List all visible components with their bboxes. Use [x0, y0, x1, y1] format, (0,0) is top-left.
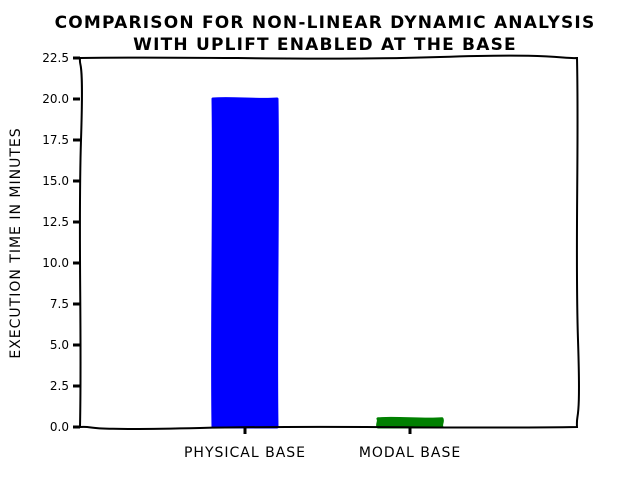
y-tick-label: 17.5 — [42, 133, 69, 147]
y-tick-label: 12.5 — [42, 215, 69, 229]
y-tick-label: 22.5 — [42, 51, 69, 65]
x-tick-label: PHYSICAL BASE — [184, 445, 306, 461]
y-tick-label: 5.0 — [50, 338, 69, 352]
x-axis-ticks: PHYSICAL BASE MODAL BASE — [184, 427, 461, 461]
y-tick-label: 2.5 — [50, 379, 69, 393]
plot-frame — [78, 54, 580, 430]
chart-title-line-1: COMPARISON FOR NON-LINEAR DYNAMIC ANALYS… — [55, 13, 596, 33]
chart-title-line-2: WITH UPLIFT ENABLED AT THE BASE — [133, 35, 517, 55]
bar-physical-base — [211, 97, 279, 429]
y-axis-label: EXECUTION TIME IN MINUTES — [8, 127, 24, 358]
y-tick-label: 7.5 — [50, 297, 69, 311]
y-axis-ticks: 0.0 2.5 5.0 7.5 10.0 12.5 15.0 17.5 20.0 22.5 — [42, 51, 80, 434]
y-tick-label: 20.0 — [42, 92, 69, 106]
chart-title: COMPARISON FOR NON-LINEAR DYNAMIC ANALYS… — [55, 13, 596, 55]
bar-modal-base — [376, 416, 444, 429]
bars-group — [211, 97, 444, 429]
y-tick-label: 15.0 — [42, 174, 69, 188]
y-tick-label: 10.0 — [42, 256, 69, 270]
x-tick-label: MODAL BASE — [359, 445, 461, 461]
y-tick-label: 0.0 — [50, 420, 69, 434]
